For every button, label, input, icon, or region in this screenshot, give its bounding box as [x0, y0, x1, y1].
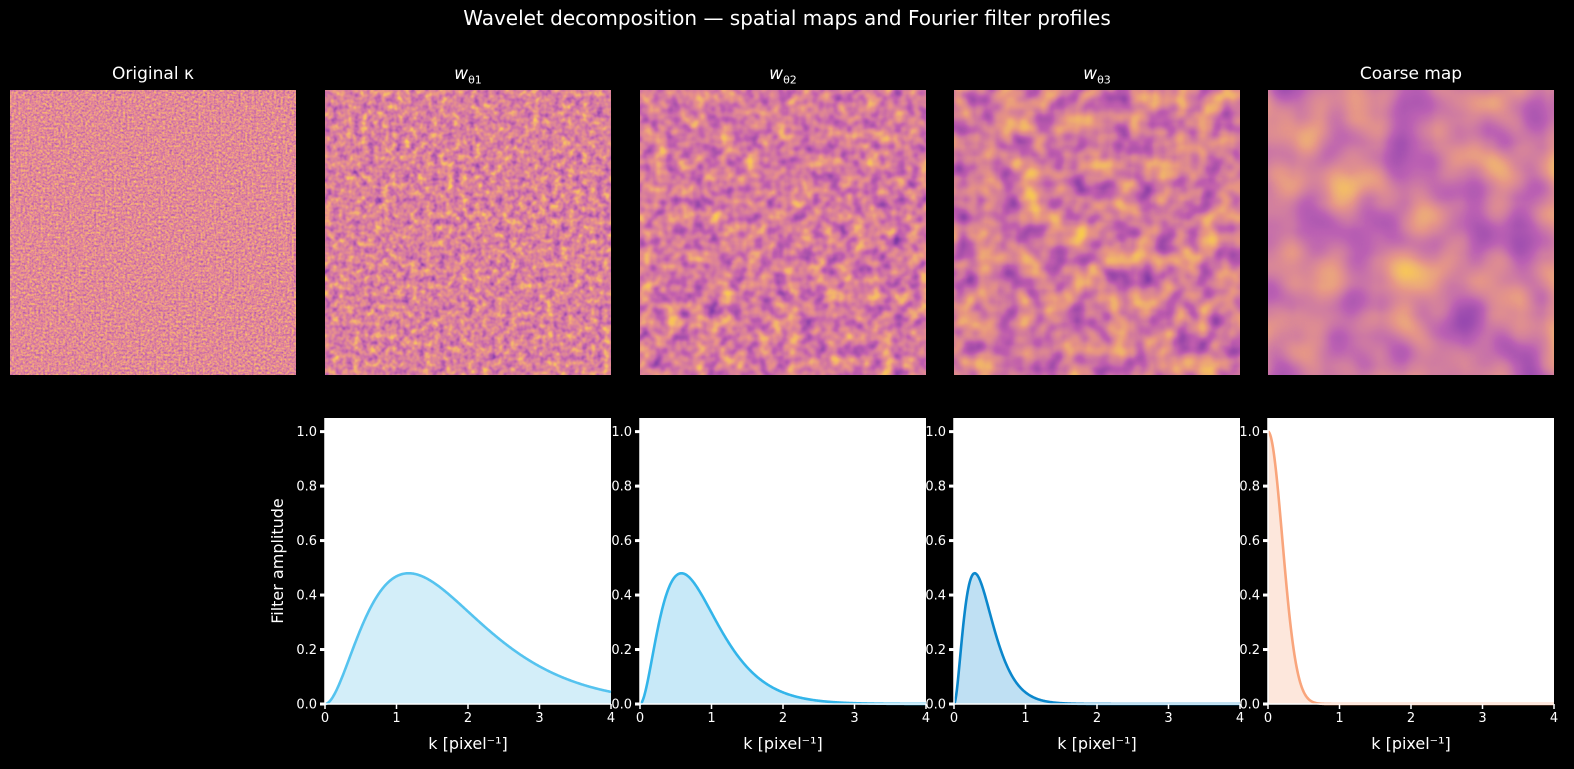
x-tick-label: 4 — [922, 711, 930, 726]
map-title-w1-sub: θ1 — [468, 73, 482, 87]
x-tick-label: 4 — [607, 711, 615, 726]
map-title-w2: wθ2 — [640, 64, 926, 86]
filter-area-3 — [954, 573, 1240, 704]
x-tick-label: 1 — [1021, 711, 1029, 726]
y-tick-label: 0.8 — [611, 480, 632, 495]
filter-panel-1: 0 1 2 3 4 0.0 0.2 0.4 0.6 0.8 1.0 k [pixel⁻¹] — [296, 418, 615, 753]
y-tick-label: 0.0 — [296, 698, 317, 713]
x-tick-label: 3 — [1478, 711, 1486, 726]
map-w3-image — [954, 90, 1240, 375]
map-coarse-image — [1268, 90, 1554, 375]
y-tick-label: 0.6 — [611, 534, 632, 549]
y-tick-label: 0.6 — [1239, 534, 1260, 549]
map-title-w2-base: w — [769, 64, 784, 84]
x-tick-label: 0 — [1264, 711, 1272, 726]
x-axis-label: k [pixel⁻¹] — [1371, 734, 1451, 753]
y-tick-label: 0.4 — [296, 589, 317, 604]
y-tick-label: 0.4 — [1239, 589, 1260, 604]
map-title-w1: wθ1 — [325, 64, 611, 86]
y-tick-label: 1.0 — [296, 425, 317, 440]
map-coarse — [1268, 90, 1554, 375]
map-title-w3: wθ3 — [954, 64, 1240, 86]
map-title-w1-base: w — [454, 64, 469, 84]
filter-area-4 — [1268, 431, 1554, 704]
x-tick-label: 2 — [464, 711, 472, 726]
map-w1 — [325, 90, 611, 375]
y-tick-label: 0.4 — [925, 589, 946, 604]
y-tick-label: 0.6 — [925, 534, 946, 549]
x-tick-label: 2 — [779, 711, 787, 726]
map-title-w3-sub: θ3 — [1097, 73, 1111, 87]
map-w3 — [954, 90, 1240, 375]
filter-panel-3: 0 1 2 3 40.00.20.40.60.81.0k [pixel⁻¹] — [925, 418, 1244, 753]
filter-panel-4: 0 1 2 3 40.00.20.40.60.81.0k [pixel⁻¹] — [1239, 418, 1558, 753]
x-tick-label: 1 — [392, 711, 400, 726]
y-tick-label: 0.0 — [611, 698, 632, 713]
y-tick-label: 0.2 — [925, 643, 946, 658]
y-tick-label: 0.2 — [1239, 643, 1260, 658]
filter-area-2 — [640, 573, 926, 704]
map-original — [10, 90, 296, 375]
x-tick-label: 0 — [950, 711, 958, 726]
map-title-original: Original κ — [112, 64, 194, 84]
map-title-w3-base: w — [1083, 64, 1098, 84]
y-tick-label: 0.6 — [296, 534, 317, 549]
x-tick-label: 1 — [707, 711, 715, 726]
y-tick-label: 1.0 — [1239, 425, 1260, 440]
y-tick-label: 0.8 — [925, 480, 946, 495]
map-title-w2-sub: θ2 — [783, 73, 797, 87]
y-tick-label: 0.0 — [925, 698, 946, 713]
filter-area-1 — [325, 573, 611, 704]
map-title-coarse: Coarse map — [1359, 64, 1463, 84]
map-w2 — [640, 90, 926, 375]
map-w2-image — [640, 90, 926, 375]
y-tick-label: 1.0 — [611, 425, 632, 440]
x-tick-label: 0 — [321, 711, 329, 726]
x-tick-label: 3 — [535, 711, 543, 726]
y-tick-label: 0.0 — [1239, 698, 1260, 713]
y-tick-label: 0.4 — [611, 589, 632, 604]
y-tick-label: 0.2 — [296, 643, 317, 658]
y-tick-label: 1.0 — [925, 425, 946, 440]
map-w1-image — [325, 90, 611, 375]
x-tick-label: 0 — [636, 711, 644, 726]
x-axis-label: k [pixel⁻¹] — [743, 734, 823, 753]
x-tick-label: 4 — [1550, 711, 1558, 726]
x-tick-label: 4 — [1236, 711, 1244, 726]
figure-suptitle: Wavelet decomposition — spatial maps and… — [463, 6, 1111, 30]
x-tick-label: 1 — [1335, 711, 1343, 726]
x-tick-label: 3 — [1164, 711, 1172, 726]
y-tick-label: 0.8 — [1239, 480, 1260, 495]
x-axis-label: k [pixel⁻¹] — [1057, 734, 1137, 753]
y-axis-label: Filter amplitude — [268, 498, 287, 624]
y-tick-label: 0.2 — [611, 643, 632, 658]
filter-panel-2: 0 1 2 3 4 0.0 0.2 0.4 0.6 0.8 1.0 k [pixel⁻¹] — [611, 418, 930, 753]
y-tick-label: 0.8 — [296, 480, 317, 495]
map-original-image — [10, 90, 296, 375]
plot-area — [1268, 418, 1554, 704]
x-tick-label: 2 — [1093, 711, 1101, 726]
x-tick-label: 2 — [1407, 711, 1415, 726]
x-axis-label: k [pixel⁻¹] — [428, 734, 508, 753]
filter-line-1 — [324, 571, 612, 706]
x-tick-label: 3 — [850, 711, 858, 726]
